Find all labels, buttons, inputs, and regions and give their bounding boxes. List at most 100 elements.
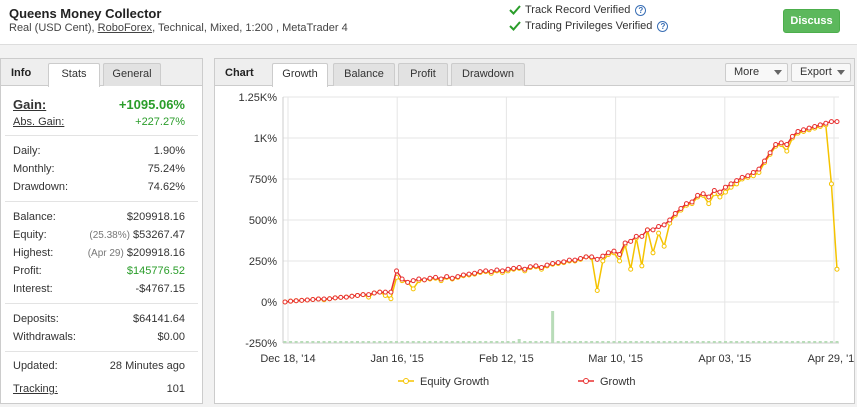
volume-bar: [567, 341, 571, 343]
volume-bar: [723, 341, 727, 343]
info-tabs: Info Stats General: [1, 59, 202, 87]
volume-bar: [439, 341, 443, 343]
volume-bar: [802, 341, 806, 343]
volume-bar: [523, 341, 527, 343]
series-line: [284, 120, 837, 303]
series-line: [284, 123, 838, 303]
help-icon[interactable]: ?: [635, 4, 647, 16]
tab-growth[interactable]: Growth: [272, 63, 328, 87]
balance-row: Balance: $209918.16: [13, 211, 185, 223]
abs-gain-value: +227.27%: [135, 116, 185, 128]
more-label: More: [734, 66, 760, 78]
data-point: [354, 292, 360, 298]
equity-label: Equity:: [13, 229, 47, 241]
data-point: [650, 227, 656, 233]
tracking-label[interactable]: Tracking:: [13, 383, 58, 395]
legend-label: Equity Growth: [420, 376, 489, 388]
volume-bar: [311, 341, 315, 343]
interest-row: Interest: -$4767.15: [13, 283, 185, 295]
volume-bar: [467, 341, 471, 343]
volume-bar: [450, 341, 454, 343]
data-point: [427, 275, 433, 281]
volume-bar: [668, 341, 672, 343]
data-point: [494, 267, 500, 273]
data-point: [661, 243, 667, 249]
volume-bar: [445, 341, 449, 343]
discuss-button[interactable]: Discuss: [783, 9, 840, 33]
tab-balance[interactable]: Balance: [333, 63, 395, 86]
volume-bar: [355, 341, 359, 343]
export-label: Export: [800, 66, 832, 78]
y-axis: 1.25K% 1K% 750% 500% 250% 0% -250%: [238, 92, 277, 350]
data-point: [722, 189, 728, 195]
chevron-down-icon: [837, 70, 845, 75]
volume-bar: [422, 341, 426, 343]
volume-bar: [316, 341, 320, 343]
more-dropdown[interactable]: More: [725, 63, 788, 82]
data-point: [661, 222, 667, 228]
legend-marker: [583, 378, 589, 384]
data-point: [304, 297, 310, 303]
volume-bar: [551, 311, 555, 343]
data-point: [756, 166, 762, 172]
volume-bar: [813, 341, 817, 343]
volume-bar: [378, 341, 382, 343]
data-point: [812, 124, 818, 130]
updated-value: 28 Minutes ago: [109, 360, 185, 372]
y-tick-label: 500%: [249, 215, 277, 227]
volume-bar: [417, 341, 421, 343]
x-tick-label: Mar 10, '15: [588, 353, 643, 365]
data-point: [449, 275, 455, 281]
volume-bar: [573, 341, 577, 343]
volume-bar: [673, 341, 677, 343]
gain-label[interactable]: Gain:: [13, 97, 47, 112]
info-panel: Info Stats General Gain: +1095.06% Abs. …: [0, 58, 203, 404]
volume-bar: [712, 341, 716, 343]
data-point: [628, 266, 634, 272]
data-point: [745, 173, 751, 179]
data-point: [656, 224, 662, 230]
volume-bar: [339, 341, 343, 343]
export-dropdown[interactable]: Export: [791, 63, 851, 82]
volume-bar: [579, 341, 583, 343]
profit-value: $145776.52: [126, 265, 185, 277]
volume-bar: [835, 341, 839, 343]
broker-link[interactable]: RoboForex: [97, 22, 153, 34]
growth-chart[interactable]: 1.25K% 1K% 750% 500% 250% 0% -250% Dec 18, '14…: [215, 87, 854, 404]
data-point: [293, 298, 299, 304]
help-icon[interactable]: ?: [657, 20, 669, 32]
tab-stats[interactable]: Stats: [48, 63, 100, 87]
volume-bar: [779, 341, 783, 343]
volume-bar: [556, 341, 560, 343]
tracking-value: 101: [166, 383, 185, 395]
data-point: [817, 122, 823, 128]
volume-bar: [539, 341, 543, 343]
volume-bar: [584, 341, 588, 343]
chart-title: Chart: [225, 67, 254, 79]
volume-bar: [495, 341, 499, 343]
account-title: Queens Money Collector: [9, 6, 162, 21]
abs-gain-label[interactable]: Abs. Gain:: [13, 116, 65, 128]
tab-general[interactable]: General: [103, 63, 161, 86]
tab-profit[interactable]: Profit: [398, 63, 448, 86]
data-point: [388, 289, 394, 295]
balance-value: $209918.16: [126, 211, 185, 223]
y-tick-label: -250%: [245, 338, 277, 350]
data-point: [773, 142, 779, 148]
divider: [5, 135, 198, 136]
volume-bar: [640, 341, 644, 343]
volume-bar: [400, 341, 404, 343]
monthly-label: Monthly:: [13, 163, 55, 175]
data-point: [416, 276, 422, 282]
y-tick-label: 250%: [249, 256, 277, 268]
data-point: [477, 269, 483, 275]
data-point: [784, 142, 790, 148]
daily-row: Daily: 1.90%: [13, 145, 185, 157]
tab-drawdown[interactable]: Drawdown: [451, 63, 525, 86]
volume-bar: [746, 341, 750, 343]
data-point: [338, 294, 344, 300]
monthly-value: 75.24%: [147, 163, 185, 175]
data-point: [382, 289, 388, 295]
gain-value: +1095.06%: [118, 97, 185, 112]
data-point: [667, 217, 673, 223]
